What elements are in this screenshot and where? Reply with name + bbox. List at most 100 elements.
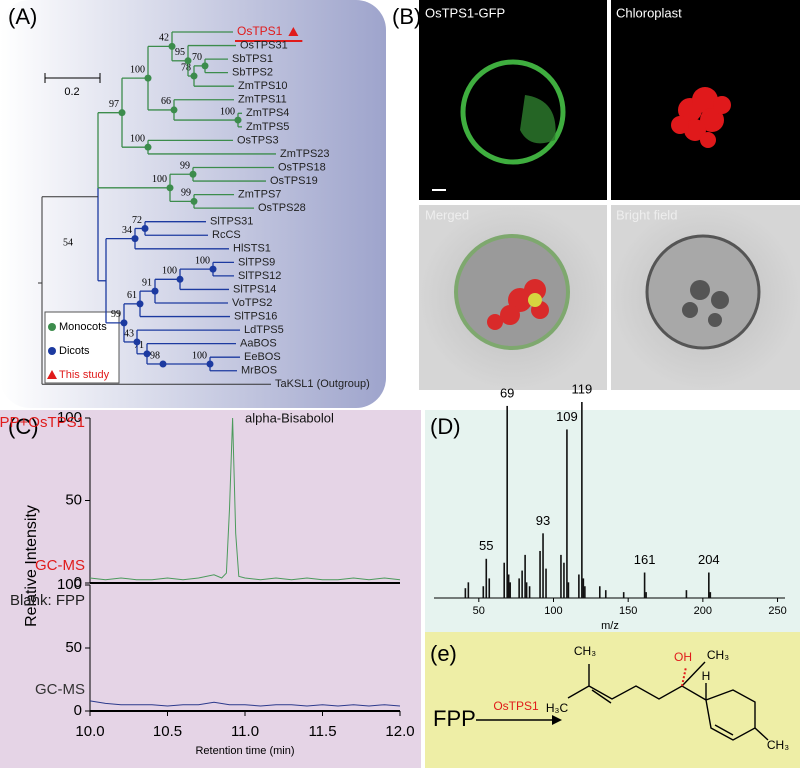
image-label: Chloroplast: [616, 5, 682, 20]
bootstrap: 72: [132, 215, 142, 226]
leaf-label: SlTPS12: [238, 270, 281, 282]
legend: [44, 311, 120, 384]
leaf-label: RcCS: [212, 229, 241, 241]
panel-label: (C): [8, 414, 39, 439]
bootstrap: 71: [134, 340, 144, 351]
bar: [685, 590, 688, 598]
bootstrap: 42: [159, 33, 169, 44]
chloroplasts: [671, 87, 731, 148]
bar: [708, 572, 710, 598]
bar: [521, 570, 523, 598]
peak-label: 69: [500, 385, 514, 400]
bar: [507, 574, 510, 598]
image-label: Merged: [425, 207, 469, 222]
arrowhead: [552, 715, 562, 725]
peak-label: 119: [572, 381, 593, 396]
leaf-label: AaBOS: [240, 338, 277, 350]
legend-marker: [48, 323, 56, 331]
group-label: H₃C: [546, 701, 569, 715]
x-tick-label: 10.5: [153, 723, 182, 740]
bar: [584, 586, 586, 598]
bar: [464, 588, 467, 598]
bootstrap: 78: [181, 62, 191, 73]
leaf-label: ZmTPS4: [246, 107, 289, 119]
cell: [460, 59, 566, 165]
panel-label: (B): [392, 4, 421, 29]
bootstrap: 100: [152, 174, 167, 185]
leaf-label: SbTPS2: [232, 67, 273, 79]
bootstrap: 100: [162, 266, 177, 277]
x-tick-label: 11.5: [308, 723, 336, 740]
bar: [560, 554, 562, 598]
leaf-label: SlTPS31: [210, 216, 253, 228]
series-line: [89, 417, 401, 581]
x-tick-label: 100: [544, 605, 562, 617]
bar: [528, 586, 531, 598]
image-label: OsTPS1-GFP: [425, 5, 505, 20]
peak-label: 204: [698, 552, 720, 567]
bootstrap: 100: [192, 350, 207, 361]
x-tick-label: 150: [619, 605, 637, 617]
bar: [709, 592, 712, 598]
leaf-label: SbTPS1: [232, 53, 273, 65]
group-label: OH: [674, 650, 692, 664]
leaf-label: VoTPS2: [232, 297, 272, 309]
bar: [645, 592, 647, 598]
leaf-label: OsTPS31: [240, 39, 288, 51]
bar: [582, 578, 585, 598]
bar: [525, 582, 528, 598]
peak-label: 161: [634, 552, 656, 567]
bootstrap: 99: [181, 188, 191, 199]
peak-label: 109: [556, 409, 578, 424]
bar: [518, 578, 520, 598]
leaf-label: EeBOS: [244, 351, 281, 363]
scale-bar: [44, 73, 101, 83]
leaf-label: MrBOS: [241, 365, 277, 377]
panel-label: (e): [430, 641, 457, 666]
legend-label: Monocots: [59, 321, 107, 333]
y-tick-label: 100: [57, 576, 82, 593]
panel-d-bg: [425, 410, 800, 632]
bar: [567, 582, 570, 598]
bootstrap: 66: [161, 96, 171, 107]
legend-label: This study: [59, 369, 110, 381]
study-marker: [288, 27, 299, 36]
leaf-label: ZmTPS10: [238, 80, 288, 92]
legend-marker: [47, 370, 57, 379]
bar: [566, 429, 568, 598]
bootstrap: 70: [192, 52, 202, 63]
panel-label: (D): [430, 414, 461, 439]
x-tick-label: 11.0: [231, 723, 259, 740]
bootstrap: 100: [195, 255, 210, 266]
legend-label: Dicots: [59, 345, 90, 357]
peak-label: 55: [479, 538, 493, 553]
bar: [503, 562, 505, 598]
bar: [598, 586, 601, 598]
micrographs: OsTPS1-GFP Chloroplast Merged Bright fie…: [419, 0, 800, 390]
x-tick-label: 250: [768, 605, 786, 617]
leaf-label: ZmTPS7: [238, 189, 281, 201]
y-tick-label: 50: [65, 639, 82, 656]
bar: [581, 402, 583, 598]
group-label: CH₃: [707, 648, 729, 662]
x-tick-label: 10.0: [75, 723, 104, 740]
organelles: [682, 280, 729, 327]
bar: [563, 562, 565, 598]
bar: [604, 590, 607, 598]
x-tick-label: 50: [473, 605, 485, 617]
bootstrap: 95: [175, 47, 185, 58]
bar: [506, 405, 508, 598]
leaf-label: ZmTPS11: [238, 94, 287, 106]
bar: [467, 582, 470, 598]
bootstrap: 100: [130, 64, 145, 75]
leaf-label: HlSTS1: [233, 243, 271, 255]
cell: [520, 95, 556, 144]
overlap: [528, 293, 542, 307]
series-line: [89, 700, 401, 707]
leaf-label: SlTPS9: [238, 256, 275, 268]
y-tick-label: 50: [65, 491, 82, 508]
leaf-label: ZmTPS5: [246, 121, 289, 133]
y-tick-label: 0: [74, 702, 82, 719]
legend-marker: [48, 347, 56, 355]
